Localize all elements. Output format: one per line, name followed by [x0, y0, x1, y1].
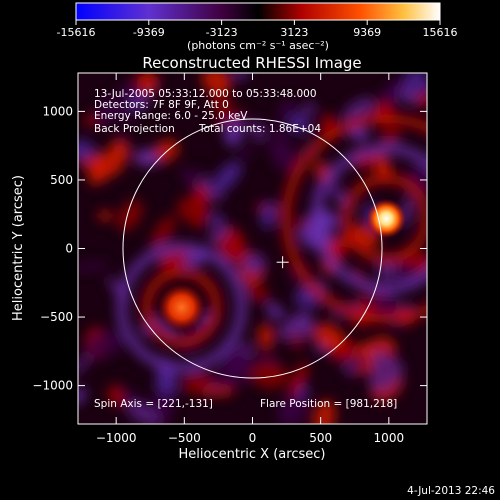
x-tick-label: −1000	[96, 431, 137, 445]
colorbar-tick-label: -15616	[57, 26, 96, 39]
y-tick-label: 0	[65, 242, 73, 256]
x-tick-label: 0	[249, 431, 257, 445]
colorbar-tick-label: -9369	[133, 26, 165, 39]
annotation-method: Back Projection	[94, 123, 175, 135]
colorbar-tick-label: 3123	[280, 26, 308, 39]
solar-disk-limb	[122, 118, 383, 379]
annotation-spin-axis: Spin Axis = [221,-131]	[94, 398, 213, 410]
heatmap-image	[78, 73, 427, 424]
chart-title: Reconstructed RHESSI Image	[142, 54, 361, 72]
x-axis-ticks: −1000 −500 0 500 1000	[96, 73, 404, 445]
colorbar-unit-label: (photons cm⁻² s⁻¹ asec⁻²)	[187, 39, 329, 52]
y-tick-label: −500	[40, 310, 73, 324]
annotation-total-counts: Total counts: 1.86E+04	[198, 123, 321, 135]
y-tick-label: 500	[50, 173, 73, 187]
x-axis-label: Heliocentric X (arcsec)	[179, 447, 326, 462]
y-tick-label: −1000	[32, 379, 73, 393]
annotation-energy: Energy Range: 6.0 - 25.0 keV	[94, 110, 248, 122]
crosshair-marker	[276, 256, 289, 269]
colorbar-tick-label: 15616	[423, 26, 458, 39]
colorbar-tick-label: 9369	[353, 26, 381, 39]
colorbar-tick-label: -3123	[206, 26, 238, 39]
x-tick-label: −500	[168, 431, 201, 445]
x-tick-label: 1000	[374, 431, 405, 445]
footer-timestamp: 4-Jul-2013 22:46	[407, 485, 495, 497]
colorbar-ticks: -15616 -9369 -3123 3123 9369 15616	[57, 20, 458, 39]
colorbar	[75, 2, 441, 21]
x-tick-label: 500	[309, 431, 332, 445]
y-tick-label: 1000	[42, 104, 73, 118]
y-axis-ticks: −1000 −500 0 500 1000	[32, 104, 427, 393]
annotation-flare-position: Flare Position = [981,218]	[260, 398, 397, 410]
flare-source	[366, 198, 407, 239]
annotation-time-range: 13-Jul-2005 05:33:12.000 to 05:33:48.000	[94, 88, 317, 100]
secondary-source	[157, 283, 206, 332]
y-axis-label: Heliocentric Y (arcsec)	[11, 175, 26, 321]
annotation-detectors: Detectors: 7F 8F 9F, Att 0	[94, 99, 229, 111]
